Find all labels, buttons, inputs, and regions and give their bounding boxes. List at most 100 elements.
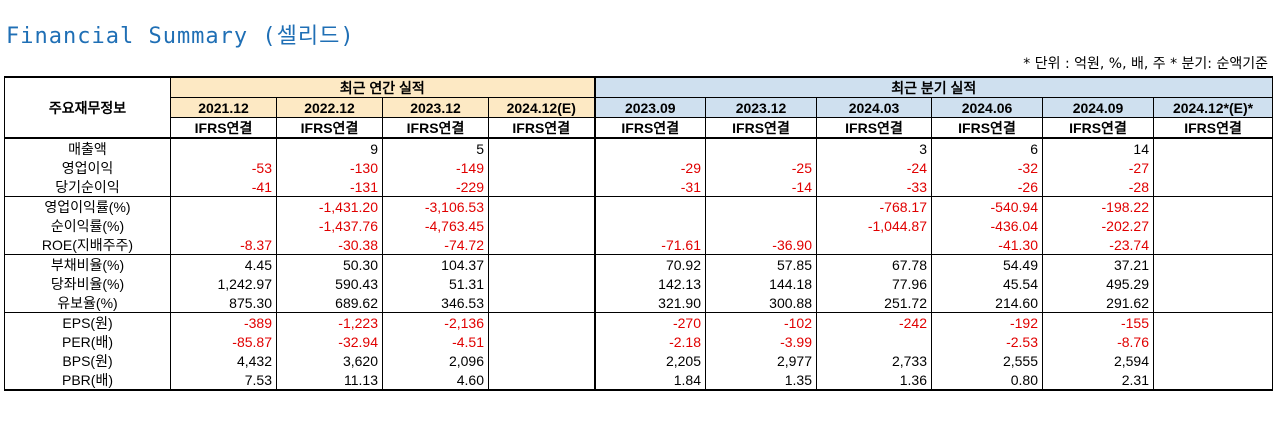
value-cell: 50.30 xyxy=(276,254,383,274)
value-cell: 104.37 xyxy=(382,254,489,274)
value-cell: 291.62 xyxy=(1042,293,1154,313)
value-cell xyxy=(593,137,706,158)
value-cell: -27 xyxy=(1042,158,1154,177)
value-cell: 67.78 xyxy=(816,254,932,274)
row-label: 유보율(%) xyxy=(4,293,171,313)
value-cell xyxy=(1152,235,1274,255)
financial-summary-table: 주요재무정보 최근 연간 실적 최근 분기 실적 2021.12 2022.12 2… xyxy=(4,76,1274,391)
value-cell xyxy=(1152,332,1274,351)
value-cell: -26 xyxy=(931,177,1043,197)
value-cell: 2,733 xyxy=(816,351,932,370)
period-header: 2024.06 xyxy=(931,97,1043,118)
value-cell xyxy=(488,254,595,274)
basis-cell: IFRS연결 xyxy=(593,117,706,139)
value-cell xyxy=(1152,137,1274,158)
value-cell: 346.53 xyxy=(382,293,489,313)
value-cell: -32.94 xyxy=(276,332,383,351)
value-cell: -8.37 xyxy=(170,235,277,255)
table-row: PER(배) -85.87 -32.94 -4.51 -2.18 -3.99 -2.53 -8… xyxy=(4,332,1274,351)
basis-cell: IFRS연결 xyxy=(276,117,383,139)
value-cell xyxy=(1152,254,1274,274)
value-cell: -155 xyxy=(1042,312,1154,332)
value-cell: -540.94 xyxy=(931,196,1043,216)
value-cell xyxy=(488,332,595,351)
value-cell: 54.49 xyxy=(931,254,1043,274)
basis-cell: IFRS연결 xyxy=(170,117,277,139)
value-cell: 51.31 xyxy=(382,274,489,293)
row-label: 부채비율(%) xyxy=(4,254,171,274)
basis-cell: IFRS연결 xyxy=(816,117,932,139)
value-cell: -436.04 xyxy=(931,216,1043,235)
value-cell xyxy=(170,216,277,235)
value-cell: 77.96 xyxy=(816,274,932,293)
basis-cell: IFRS연결 xyxy=(1042,117,1154,139)
row-label: 매출액 xyxy=(4,137,171,158)
value-cell: -389 xyxy=(170,312,277,332)
table-row: 매출액 9 5 3 6 14 xyxy=(4,137,1274,158)
value-cell: 4,432 xyxy=(170,351,277,370)
value-cell: 875.30 xyxy=(170,293,277,313)
value-cell: 2.31 xyxy=(1042,370,1154,391)
value-cell xyxy=(488,293,595,313)
value-cell xyxy=(488,351,595,370)
value-cell: -1,437.76 xyxy=(276,216,383,235)
value-cell: 495.29 xyxy=(1042,274,1154,293)
value-cell: -149 xyxy=(382,158,489,177)
row-label: EPS(원) xyxy=(4,312,171,332)
table-row: 부채비율(%) 4.45 50.30 104.37 70.92 57.85 67.78 54.… xyxy=(4,254,1274,274)
basis-row: IFRS연결 IFRS연결 IFRS연결 IFRS연결 IFRS연결 IFRS연결 IFRS… xyxy=(5,117,1274,139)
table-row: 영업이익률(%) -1,431.20 -3,106.53 -768.17 -540.94… xyxy=(4,196,1274,216)
basis-cell: IFRS연결 xyxy=(382,117,489,139)
value-cell xyxy=(1152,177,1274,197)
value-cell xyxy=(1152,196,1274,216)
value-cell: -2.53 xyxy=(931,332,1043,351)
value-cell: 14 xyxy=(1042,137,1154,158)
table-row: 유보율(%) 875.30 689.62 346.53 321.90 300.88 251.… xyxy=(4,293,1274,313)
value-cell: 3,620 xyxy=(276,351,383,370)
value-cell xyxy=(1152,158,1274,177)
period-header: 2023.09 xyxy=(593,97,706,118)
annual-header: 최근 연간 실적 xyxy=(170,76,595,98)
value-cell xyxy=(488,370,595,391)
value-cell: -30.38 xyxy=(276,235,383,255)
value-cell: 4.60 xyxy=(382,370,489,391)
row-label: ROE(지배주주) xyxy=(4,235,171,255)
basis-cell: IFRS연결 xyxy=(931,117,1043,139)
value-cell: -768.17 xyxy=(816,196,932,216)
value-cell: -4.51 xyxy=(382,332,489,351)
value-cell: 321.90 xyxy=(593,293,706,313)
value-cell: -202.27 xyxy=(1042,216,1154,235)
basis-cell: IFRS연결 xyxy=(488,117,595,139)
value-cell xyxy=(1152,274,1274,293)
value-cell: 1,242.97 xyxy=(170,274,277,293)
value-cell xyxy=(488,137,595,158)
value-cell: 2,096 xyxy=(382,351,489,370)
row-label: PBR(배) xyxy=(4,370,171,391)
value-cell xyxy=(816,235,932,255)
value-cell: 7.53 xyxy=(170,370,277,391)
table-row: BPS(원) 4,432 3,620 2,096 2,205 2,977 2,733 2,55… xyxy=(4,351,1274,370)
value-cell xyxy=(1152,216,1274,235)
value-cell: 0.80 xyxy=(931,370,1043,391)
table-row: EPS(원) -389 -1,223 -2,136 -270 -102 -242 -192 -1… xyxy=(4,312,1274,332)
value-cell xyxy=(705,216,817,235)
period-header: 2021.12 xyxy=(170,97,277,118)
value-cell: 689.62 xyxy=(276,293,383,313)
value-cell: -36.90 xyxy=(705,235,817,255)
value-cell xyxy=(488,216,595,235)
value-cell: 1.84 xyxy=(593,370,706,391)
value-cell: -3,106.53 xyxy=(382,196,489,216)
value-cell: -32 xyxy=(931,158,1043,177)
value-cell: -229 xyxy=(382,177,489,197)
value-cell xyxy=(705,137,817,158)
value-cell: -2.18 xyxy=(593,332,706,351)
row-label: 당기순이익 xyxy=(4,177,171,197)
value-cell: -102 xyxy=(705,312,817,332)
value-cell: 251.72 xyxy=(816,293,932,313)
table-row: 당좌비율(%) 1,242.97 590.43 51.31 142.13 144.18 77… xyxy=(4,274,1274,293)
table-body: 주요재무정보 최근 연간 실적 최근 분기 실적 2021.12 2022.12 2… xyxy=(4,76,1274,391)
value-cell: 37.21 xyxy=(1042,254,1154,274)
value-cell: -14 xyxy=(705,177,817,197)
value-cell: -85.87 xyxy=(170,332,277,351)
value-cell: 3 xyxy=(816,137,932,158)
